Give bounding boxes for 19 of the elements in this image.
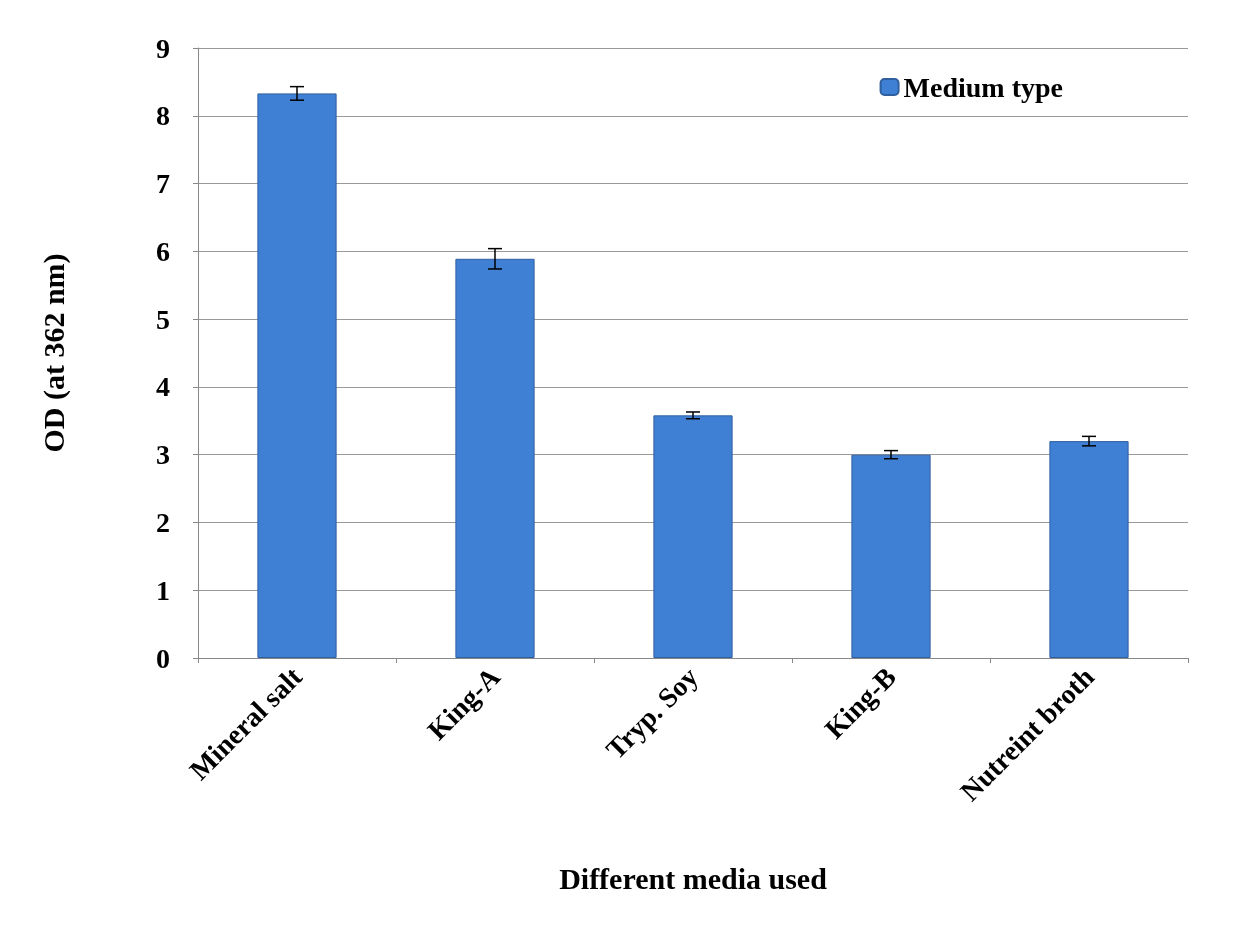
y-tick-label: 6 — [156, 235, 170, 267]
y-tick-label: 8 — [156, 100, 170, 132]
bar — [653, 415, 733, 658]
bar — [851, 454, 931, 658]
x-axis-title: Different media used — [559, 861, 828, 895]
y-tick-label: 5 — [156, 303, 170, 335]
y-tick-label: 2 — [156, 506, 170, 538]
y-tick-label: 9 — [156, 32, 170, 64]
y-tick-label: 0 — [156, 642, 170, 674]
y-axis-title: OD (at 362 nm) — [36, 253, 71, 453]
y-tick-label: 7 — [156, 168, 170, 200]
bar — [257, 93, 337, 658]
bar — [455, 258, 535, 658]
y-tick-label: 1 — [156, 574, 170, 606]
legend-label: Medium type — [903, 71, 1064, 103]
x-tick-label: Tryp. Soy — [599, 661, 704, 766]
bar — [1049, 441, 1129, 658]
y-tick-label: 3 — [156, 439, 170, 471]
y-tick-label: 4 — [156, 371, 170, 403]
